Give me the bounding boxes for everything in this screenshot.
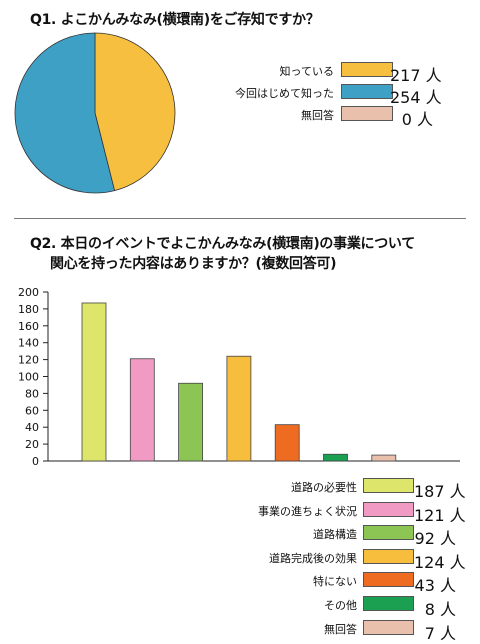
y-tick-label: 0 bbox=[32, 455, 39, 468]
q2-legend-item: 事業の進ちょく状況 bbox=[200, 502, 357, 518]
q1-legend-value: 254 人 bbox=[390, 88, 442, 107]
q1-legend-label: 今回はじめて知った bbox=[235, 87, 334, 100]
q2-legend-swatch bbox=[363, 549, 414, 564]
q1-legend-swatch bbox=[341, 84, 393, 99]
q2-title-line2: 関心を持った内容はありますか？(複数回答可) bbox=[50, 256, 337, 272]
q1-legend: 知っている 217 人今回はじめて知った 254 人無回答 0 人 bbox=[0, 0, 480, 160]
q2-legend-label: 道路の必要性 bbox=[291, 481, 357, 494]
y-tick-label: 80 bbox=[25, 387, 39, 400]
q2-legend-value: 121 人 bbox=[414, 506, 466, 525]
y-tick-label: 60 bbox=[25, 404, 39, 417]
q1-legend-item: 今回はじめて知った bbox=[200, 84, 334, 100]
bar-1 bbox=[129, 358, 155, 462]
q2-legend-label: 道路構造 bbox=[313, 528, 357, 541]
q2-legend-label: 事業の進ちょく状況 bbox=[258, 505, 357, 518]
q2-legend-value: 7 人 bbox=[424, 624, 456, 643]
q2-legend-label: その他 bbox=[324, 599, 357, 612]
q2-legend-item: その他 bbox=[200, 596, 357, 612]
q1-legend-item: 無回答 bbox=[200, 106, 334, 122]
q2-legend-value: 92 人 bbox=[414, 529, 456, 548]
q2-legend-item: 特にない bbox=[200, 572, 357, 588]
q1-pie-chart bbox=[14, 32, 176, 194]
y-tick-label: 40 bbox=[25, 421, 39, 434]
q2-legend-swatch bbox=[363, 620, 414, 635]
q1-legend-item: 知っている bbox=[200, 62, 334, 78]
section-divider bbox=[14, 218, 466, 219]
y-tick-label: 100 bbox=[18, 371, 39, 384]
bar-6 bbox=[371, 454, 397, 462]
q1-legend-label: 知っている bbox=[279, 65, 334, 78]
q2-title-line1: Q2. 本日のイベントでよこかんみなみ(横環南)の事業について bbox=[30, 236, 415, 252]
q1-legend-value: 0 人 bbox=[401, 110, 433, 129]
q1-legend-value: 217 人 bbox=[390, 66, 442, 85]
q1-legend-swatch bbox=[341, 62, 393, 77]
bar-0 bbox=[81, 302, 107, 462]
q2-legend-item: 道路完成後の効果 bbox=[200, 549, 357, 565]
bar-3 bbox=[226, 355, 252, 462]
q2-legend-item: 道路の必要性 bbox=[200, 478, 357, 494]
q2-legend-label: 無回答 bbox=[324, 623, 357, 636]
bar-2 bbox=[178, 382, 204, 462]
q2-legend-item: 無回答 bbox=[200, 620, 357, 636]
q2-legend-value: 8 人 bbox=[424, 600, 456, 619]
q2-legend-value: 43 人 bbox=[414, 576, 456, 595]
q2-legend-value: 124 人 bbox=[414, 553, 466, 572]
q2-legend-swatch bbox=[363, 572, 414, 587]
y-tick-label: 20 bbox=[25, 438, 39, 451]
q2-legend-value: 187 人 bbox=[414, 482, 466, 501]
q2-legend-item: 道路構造 bbox=[200, 525, 357, 541]
q2-legend-swatch bbox=[363, 502, 414, 517]
y-tick-label: 120 bbox=[18, 354, 39, 367]
q2-legend-label: 道路完成後の効果 bbox=[269, 552, 357, 565]
q2-legend-swatch bbox=[363, 478, 414, 493]
q2-legend-swatch bbox=[363, 525, 414, 540]
y-tick-label: 180 bbox=[18, 303, 39, 316]
q2-legend-swatch bbox=[363, 596, 414, 611]
y-tick-label: 160 bbox=[18, 320, 39, 333]
q2-legend-label: 特にない bbox=[313, 575, 357, 588]
bar-5 bbox=[323, 453, 348, 462]
pie-slice-1 bbox=[14, 32, 116, 194]
q1-legend-label: 無回答 bbox=[301, 109, 334, 122]
pie-slice-0 bbox=[94, 32, 176, 192]
bar-4 bbox=[274, 424, 300, 462]
q1-title: Q1. よこかんみなみ(横環南)をご存知ですか？ bbox=[30, 12, 320, 28]
q2-bar-chart: 0 20 40 60 80 100 120 140 160 180 200 bbox=[18, 286, 460, 468]
q1-legend-swatch bbox=[341, 106, 393, 121]
y-tick-label: 200 bbox=[18, 286, 39, 299]
y-tick-label: 140 bbox=[18, 337, 39, 350]
